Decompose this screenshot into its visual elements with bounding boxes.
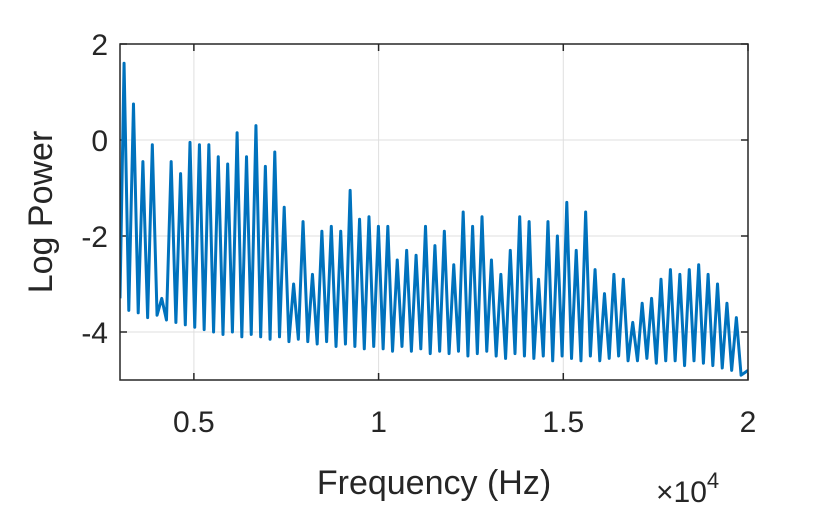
x-tick-label: 2 (740, 406, 757, 439)
y-tick-label: 0 (91, 125, 108, 158)
x-multiplier: ×104 (656, 468, 719, 509)
x-tick-label: 1 (370, 406, 387, 439)
data-line (120, 61, 748, 377)
plot-frame (119, 43, 749, 381)
y-tick-label: -2 (81, 221, 108, 254)
x-tick-label: 1.5 (542, 406, 584, 439)
y-tick-label: -4 (81, 317, 108, 350)
x-multiplier-base: ×10 (656, 476, 707, 509)
x-tick-label: 0.5 (173, 406, 215, 439)
y-axis-label: Log Power (22, 131, 60, 294)
x-multiplier-exponent: 4 (707, 468, 719, 493)
y-tick-label: 2 (91, 29, 108, 62)
x-axis-label: Frequency (Hz) (317, 464, 551, 502)
